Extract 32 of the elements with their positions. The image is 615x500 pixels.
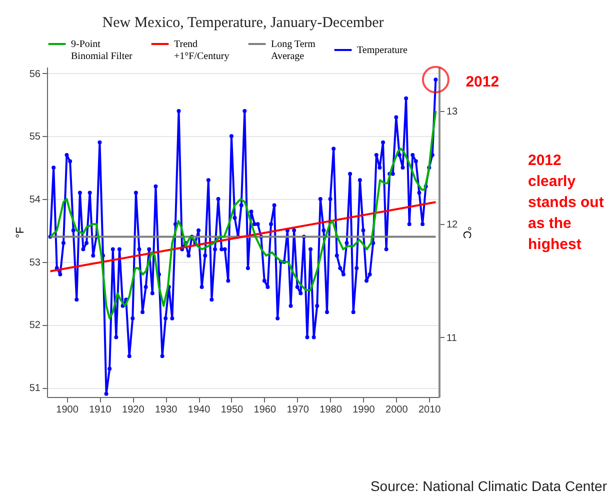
x-tick-label: 1980: [320, 404, 342, 416]
x-tick-label: 1910: [89, 404, 112, 416]
x-tick-label: 1950: [220, 404, 244, 416]
legend-label: 9-Point Binomial Filter: [71, 39, 134, 62]
y-tick-label: 56: [29, 68, 41, 80]
chart-title: New Mexico, Temperature, January-December: [102, 15, 384, 31]
y2-tick-label: 12: [446, 220, 458, 231]
x-tick-label: 1960: [254, 404, 276, 416]
y2-tick-label: 13: [446, 106, 458, 118]
x-tick-label: 1930: [154, 404, 178, 416]
text: 2012 clearly stands out as the highest: [528, 151, 605, 255]
x-tick-label: 1940: [188, 404, 211, 416]
x-tick-label: 2010: [418, 404, 442, 416]
line-series: [49, 110, 437, 320]
y-axis-title: °F: [14, 226, 26, 238]
y-tick-label: 51: [29, 383, 41, 394]
y2-tick-label: 11: [446, 332, 458, 344]
legend-label: Temperature: [357, 45, 408, 56]
annotation: 2012: [466, 74, 500, 91]
y-tick-label: 54: [29, 194, 41, 206]
x-tick-label: 1970: [286, 404, 310, 416]
legend-label: Trend +1°F/Century: [174, 39, 230, 62]
y2-axis-title: °C: [460, 226, 473, 239]
x-tick-label: 2000: [386, 404, 408, 416]
y-tick-label: 52: [29, 320, 41, 332]
legend-label: Long Term Average: [271, 39, 316, 62]
x-tick-label: 1920: [122, 404, 145, 416]
x-tick-label: 1900: [56, 404, 79, 416]
source-note: Source: National Climatic Data Center: [370, 478, 607, 494]
y-tick-label: 53: [29, 257, 41, 268]
y-tick-label: 55: [29, 132, 41, 143]
x-tick-label: 1990: [352, 404, 376, 416]
